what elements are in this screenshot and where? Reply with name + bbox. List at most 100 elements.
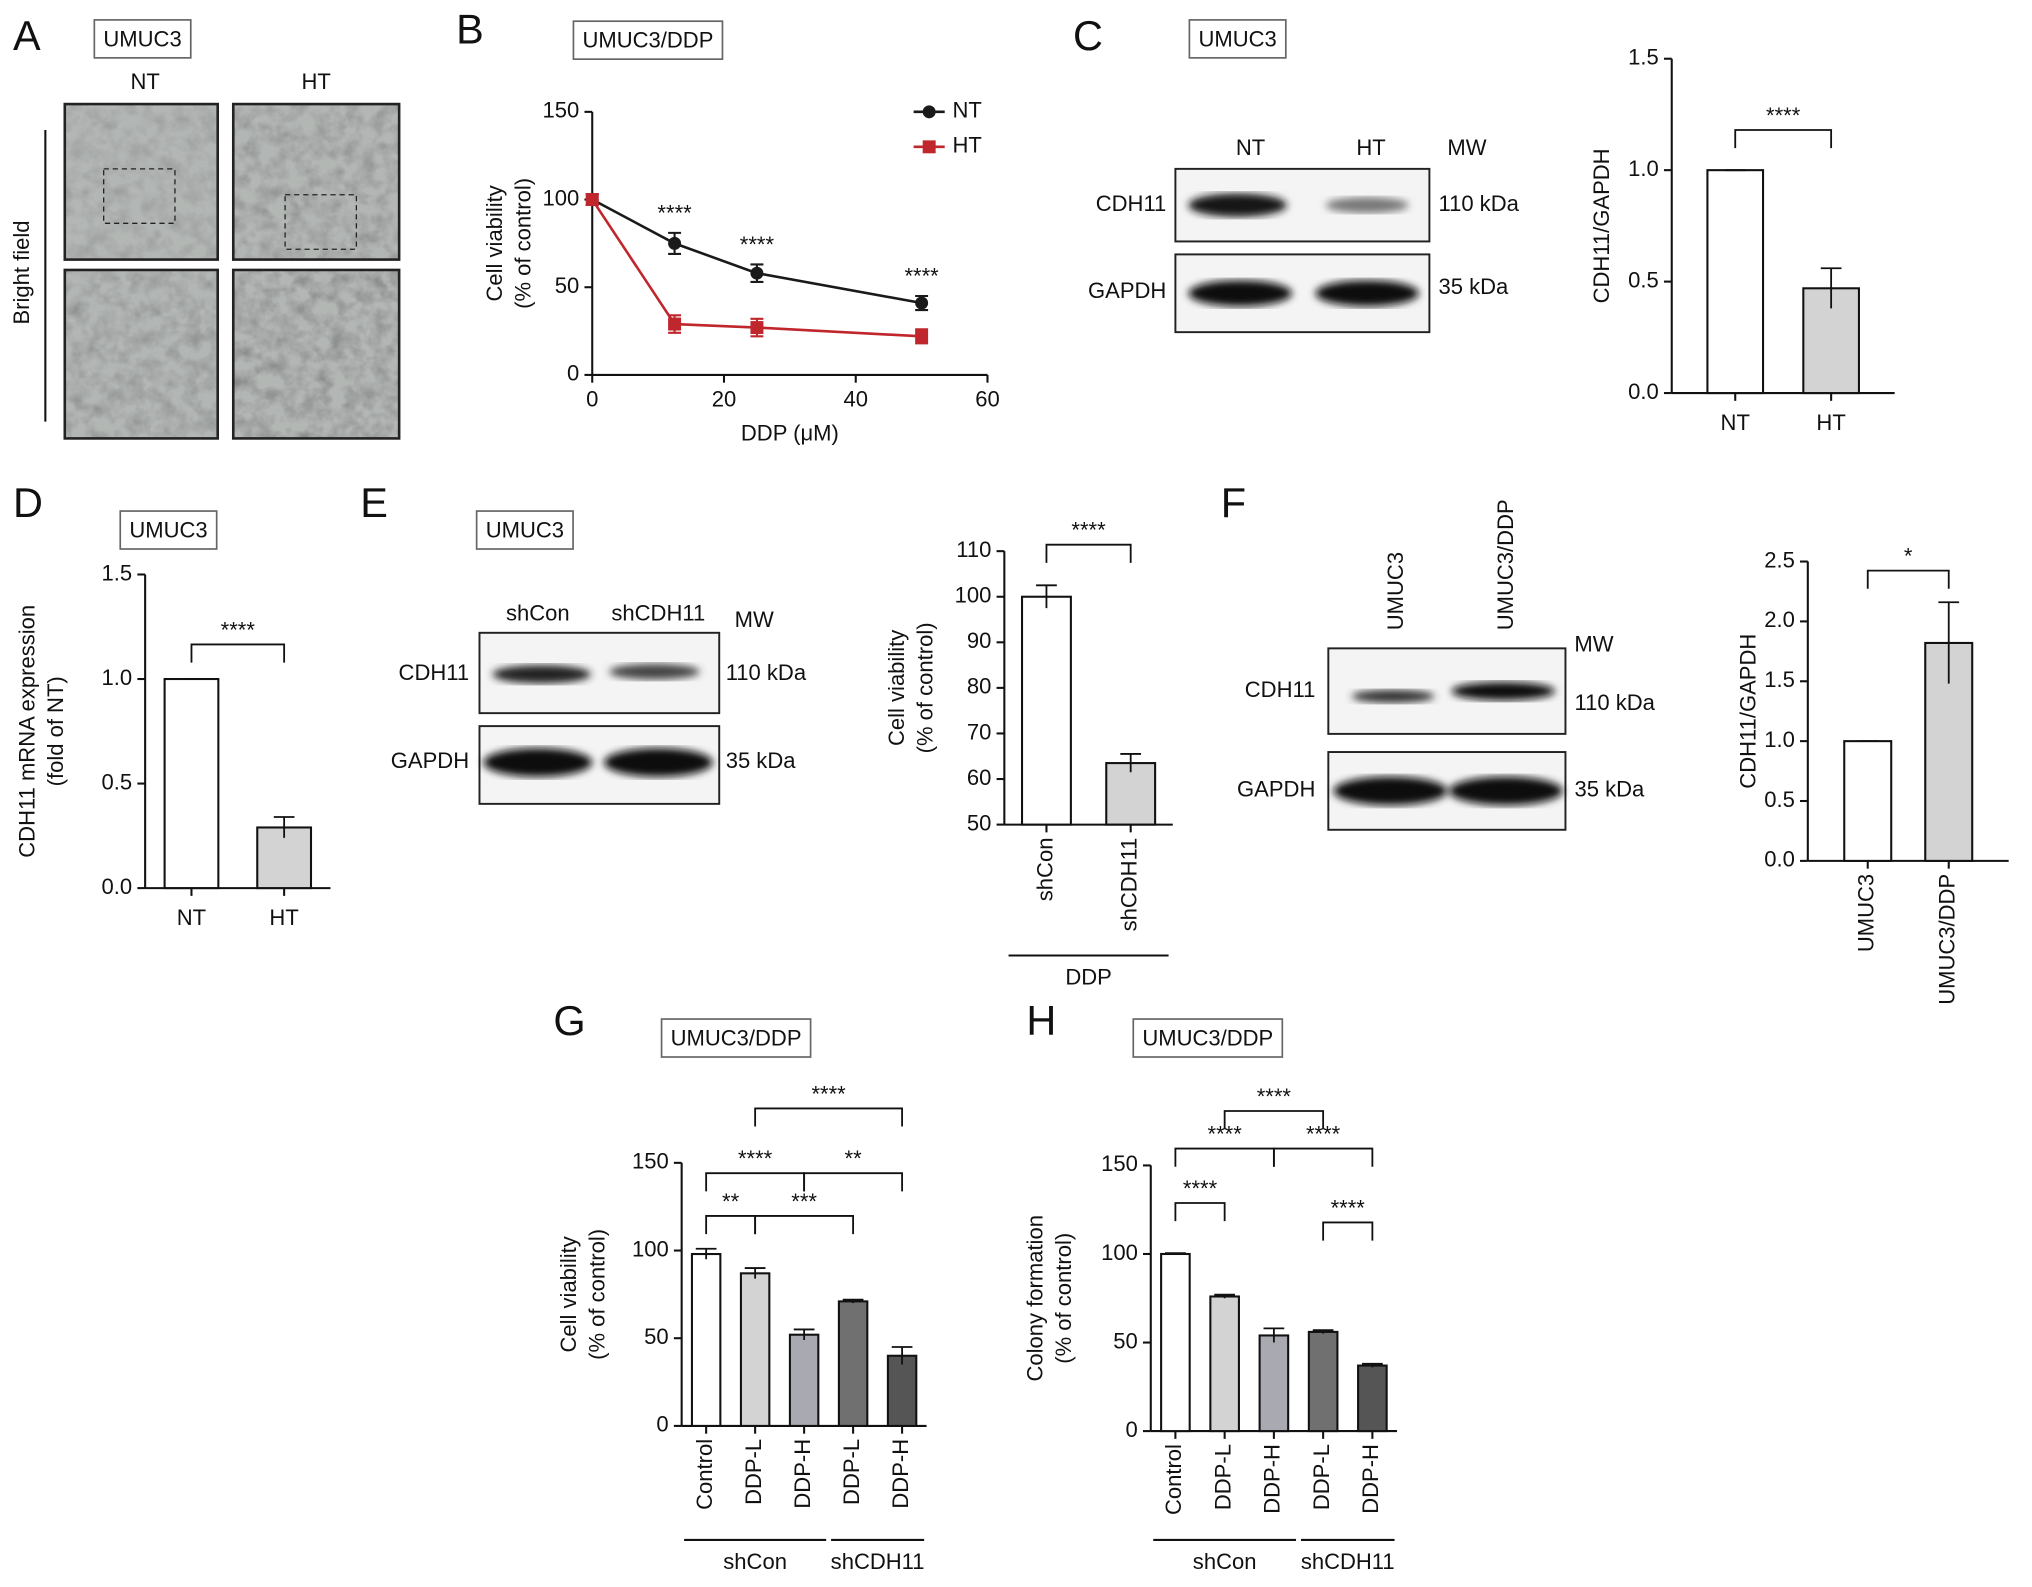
significance-label: ***	[791, 1189, 817, 1214]
x-tick-label: 0	[586, 387, 598, 412]
annotation: ****	[657, 201, 692, 226]
y-tick-label: 0.5	[1628, 267, 1659, 292]
marker	[750, 266, 764, 280]
bar	[1160, 1252, 1191, 1433]
band	[1448, 776, 1563, 806]
y-tick-label: 1.0	[1628, 156, 1659, 181]
legend-marker	[922, 105, 936, 119]
y-tick-label: 100	[955, 583, 992, 608]
mw-label: 110 kDa	[1438, 191, 1519, 216]
significance-bracket	[1174, 1202, 1226, 1222]
x-tick-label: NT	[1721, 410, 1750, 435]
bar	[1357, 1364, 1388, 1433]
group-label: shCon	[723, 1549, 787, 1574]
marker	[750, 321, 764, 335]
x-tick-label: UMUC3	[1854, 874, 1879, 952]
y-tick-label: 60	[967, 765, 992, 790]
x-tick-label: DDP-L	[741, 1439, 766, 1505]
bar	[1258, 1334, 1290, 1433]
row-label: Bright field	[9, 221, 34, 325]
y-tick-label: 1.0	[102, 665, 133, 690]
significance-bracket	[705, 1172, 806, 1192]
group-label: shCDH11	[1301, 1549, 1395, 1574]
y-tick-label: 110	[956, 537, 991, 562]
band	[1188, 193, 1287, 217]
y-tick-label: 0.0	[1628, 379, 1659, 404]
y-tick-label: 0.0	[1764, 847, 1795, 872]
protein-label: GAPDH	[1237, 777, 1315, 802]
y-axis-label: (% of control)	[912, 622, 937, 753]
micrograph-texture	[64, 269, 218, 439]
error-bar	[744, 1267, 766, 1279]
significance-bracket	[754, 1215, 855, 1235]
y-axis-label: (% of control)	[585, 1229, 610, 1360]
series-line	[591, 198, 922, 338]
significance-bracket	[1272, 1147, 1374, 1167]
panel-title: UMUC3	[1198, 26, 1276, 51]
x-tick-label: DDP-H	[1260, 1444, 1285, 1514]
bar	[739, 1272, 771, 1427]
error-bar	[891, 1346, 913, 1365]
y-axis-label: (% of control)	[511, 178, 536, 309]
y-tick-label: 0.5	[102, 769, 133, 794]
y-axis-label: Cell viability	[482, 185, 507, 301]
lane-label: shCDH11	[611, 600, 705, 625]
panel-label: D	[13, 479, 43, 526]
significance-label: **	[722, 1189, 740, 1214]
lane-label: shCon	[506, 600, 570, 625]
bar	[1307, 1330, 1339, 1433]
error-bar	[1820, 267, 1842, 309]
marker	[585, 193, 599, 207]
significance-label: ****	[1331, 1195, 1366, 1220]
band	[603, 748, 713, 777]
bar	[1105, 762, 1157, 826]
title-box	[93, 19, 192, 59]
y-tick-label: 0.0	[102, 874, 133, 899]
panel-title: UMUC3	[103, 26, 181, 51]
y-tick-label: 1.0	[1764, 727, 1795, 752]
error-bar	[1036, 584, 1057, 609]
y-tick-label: 50	[1113, 1328, 1138, 1353]
micrograph-frame	[231, 102, 401, 261]
significance-bracket	[705, 1215, 757, 1235]
micrographs	[63, 102, 401, 440]
error-bar	[1214, 1293, 1236, 1299]
significance-bracket	[754, 1107, 903, 1127]
significance-bracket	[1322, 1221, 1374, 1241]
error-bar	[793, 1328, 815, 1340]
error-bar	[1938, 601, 1960, 684]
protein-label: CDH11	[1096, 191, 1167, 216]
group-label: DDP	[1065, 965, 1111, 990]
protein-label: CDH11	[1245, 677, 1316, 702]
panel-label: E	[360, 479, 388, 526]
error-bar	[273, 816, 295, 838]
x-tick-label: DDP-H	[1358, 1444, 1383, 1514]
bar	[837, 1300, 869, 1427]
x-tick-label: DDP-L	[1309, 1444, 1334, 1510]
significance-label: **	[845, 1146, 863, 1171]
y-tick-label: 1.5	[1764, 667, 1795, 692]
micrograph-texture	[233, 104, 400, 260]
legend-marker	[922, 140, 936, 154]
panel-title: UMUC3	[486, 518, 564, 543]
y-tick-label: 2.0	[1764, 607, 1795, 632]
significance-label: ****	[1257, 1084, 1292, 1109]
error-bar	[695, 1247, 717, 1260]
significance-label: ****	[1766, 103, 1801, 128]
title-box	[572, 20, 724, 61]
mw-label: 35 kDa	[726, 748, 797, 773]
title-box	[1188, 19, 1287, 59]
chart-title: UMUC3/DDP	[1142, 1026, 1273, 1051]
y-tick-label: 100	[1101, 1240, 1138, 1265]
panel-label: A	[13, 12, 41, 59]
chart-title: UMUC3/DDP	[583, 28, 714, 53]
mw-header: MW	[1447, 135, 1486, 160]
column-label: NT	[130, 69, 159, 94]
y-tick-label: 150	[632, 1149, 669, 1174]
title-box	[660, 1018, 812, 1058]
band	[1325, 197, 1409, 213]
panel-label: B	[456, 6, 484, 53]
micrograph-texture	[233, 269, 400, 439]
